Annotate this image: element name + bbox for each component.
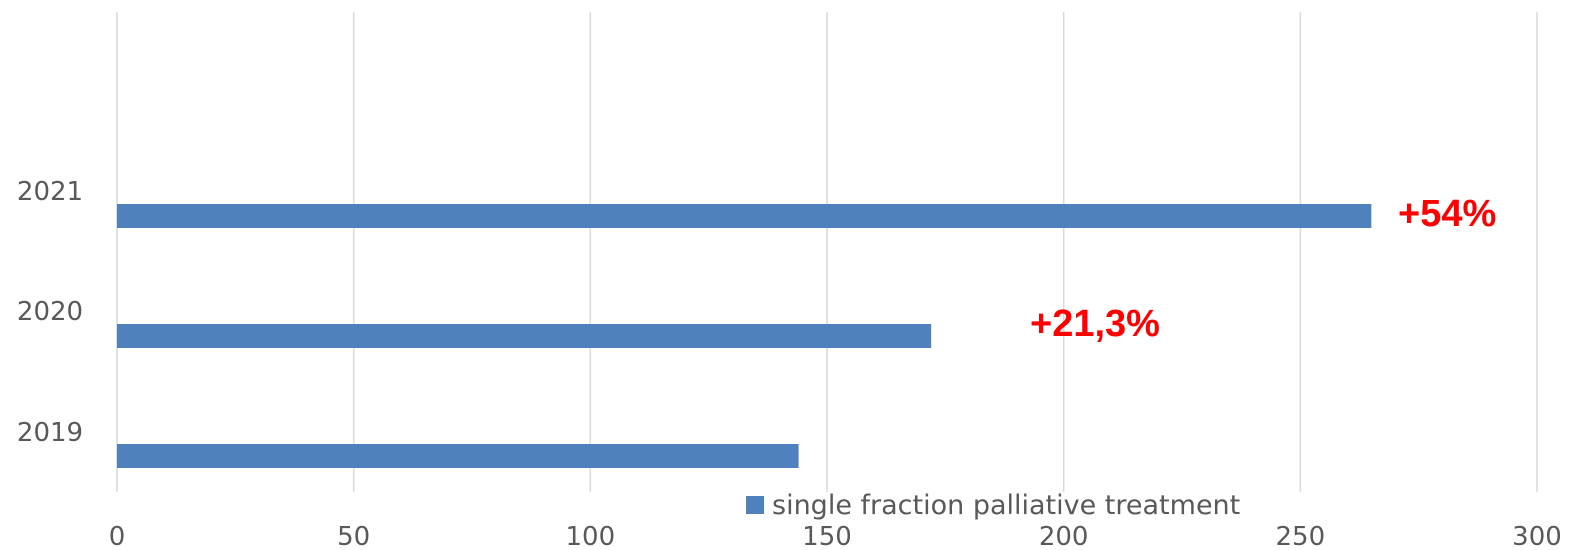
bars <box>117 204 1372 468</box>
legend-swatch <box>746 496 764 514</box>
bar-2021 <box>117 204 1372 228</box>
x-tick-label: 200 <box>1039 522 1089 550</box>
growth-annotation-2021: +54% <box>1398 193 1496 235</box>
bar-2019 <box>117 444 799 468</box>
y-axis-tick-labels: 2019 2020 2021 <box>17 177 83 448</box>
x-tick-label: 0 <box>109 522 126 550</box>
bar-2020 <box>117 324 932 348</box>
x-tick-label: 300 <box>1512 522 1562 550</box>
x-tick-label: 100 <box>566 522 616 550</box>
y-tick-label: 2019 <box>17 418 83 448</box>
x-tick-label: 250 <box>1276 522 1326 550</box>
y-tick-label: 2021 <box>17 177 83 207</box>
x-tick-label: 150 <box>802 522 852 550</box>
legend-label: single fraction palliative treatment <box>772 490 1240 521</box>
y-tick-label: 2020 <box>17 297 83 327</box>
growth-annotation-2020: +21,3% <box>1030 303 1160 345</box>
annotations: +21,3% +54% <box>1030 193 1496 345</box>
gridlines <box>116 12 1538 492</box>
legend: single fraction palliative treatment <box>746 490 1240 521</box>
x-axis-tick-labels: 0 50 100 150 200 250 300 <box>109 522 1562 550</box>
x-tick-label: 50 <box>337 522 370 550</box>
